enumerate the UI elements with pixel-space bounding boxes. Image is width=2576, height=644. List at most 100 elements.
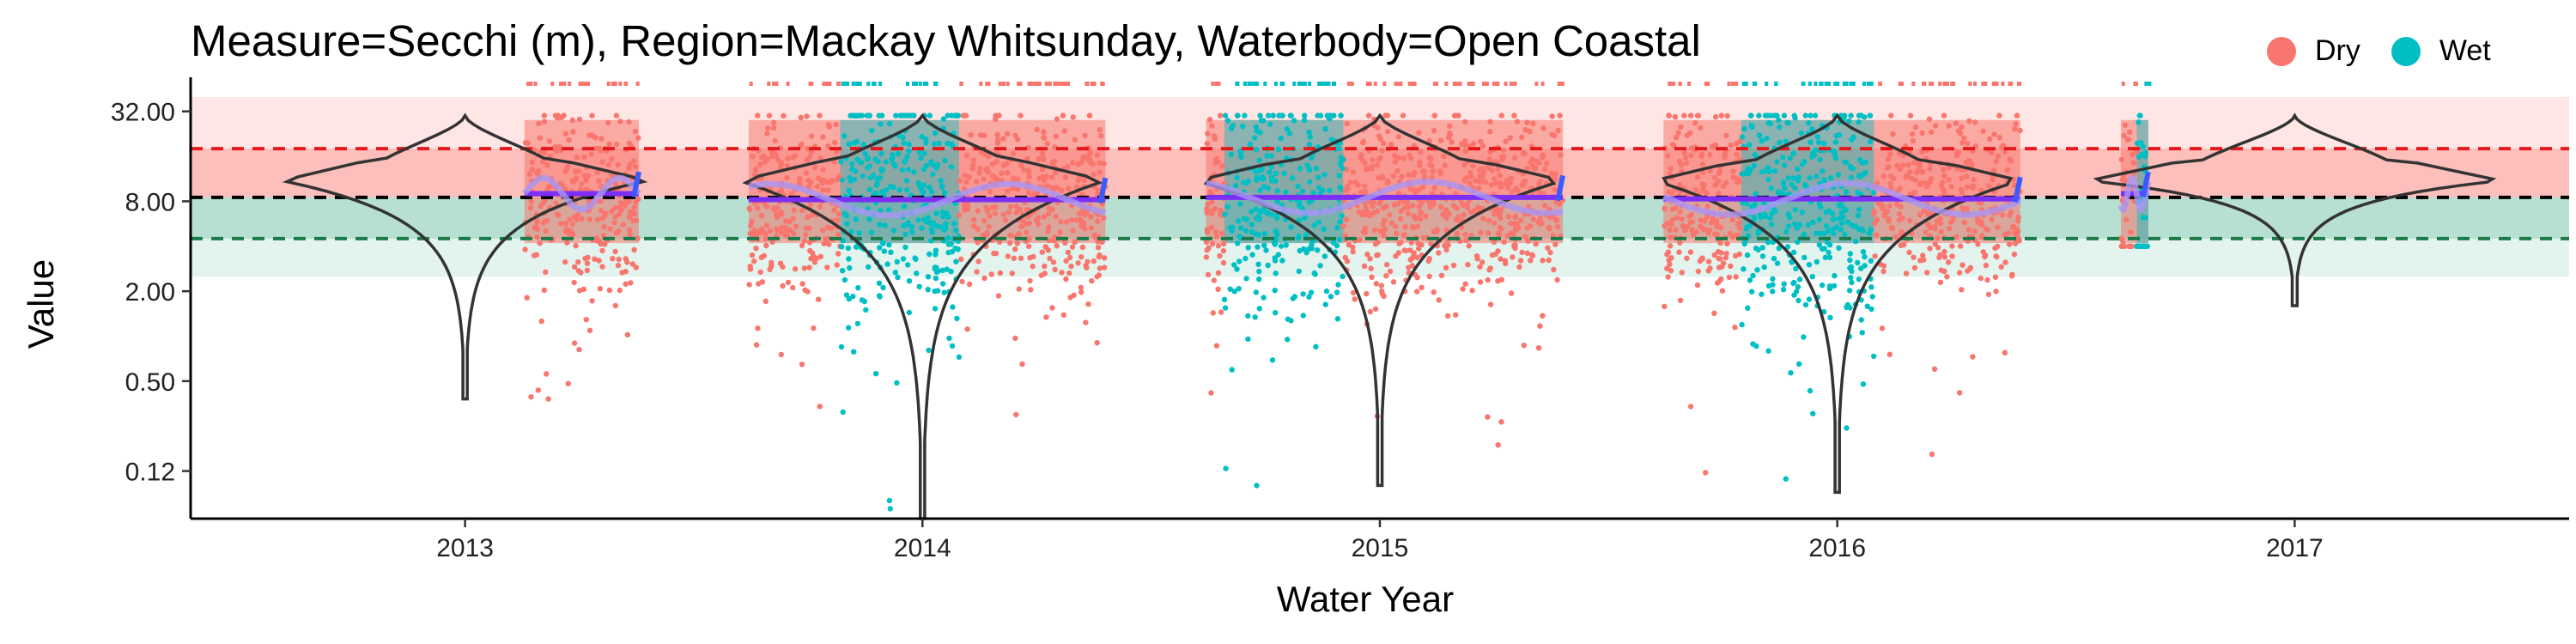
data-point [1083, 319, 1089, 325]
data-point [2000, 212, 2006, 218]
data-point [1236, 286, 1242, 292]
data-point [932, 130, 939, 137]
data-point [841, 133, 848, 139]
data-point [558, 221, 564, 227]
clipped-point [1540, 82, 1545, 86]
data-point [1204, 206, 1210, 212]
data-point [900, 256, 907, 262]
data-point [629, 261, 635, 267]
data-point [1060, 112, 1066, 118]
clipped-point [1866, 82, 1870, 86]
data-point [1041, 134, 1047, 141]
data-point [1533, 240, 1539, 247]
data-point [1677, 182, 1683, 188]
data-point [1046, 237, 1053, 244]
data-point [1917, 212, 1923, 218]
clipped-point [1319, 82, 1323, 86]
data-point [824, 264, 830, 270]
data-point [901, 222, 907, 228]
data-point [866, 186, 873, 193]
data-point [1662, 223, 1668, 229]
data-point [1011, 255, 1018, 261]
data-point [581, 173, 587, 179]
data-point [1438, 272, 1445, 278]
data-point [624, 259, 630, 265]
data-point [1309, 246, 1315, 252]
data-point [1749, 289, 1755, 295]
data-point [1263, 247, 1269, 253]
data-point [1428, 240, 1434, 247]
data-point [1285, 316, 1291, 322]
data-point [611, 220, 617, 226]
data-point [799, 207, 805, 214]
data-point [780, 264, 786, 270]
data-point [916, 149, 923, 155]
data-point [1761, 211, 1768, 217]
data-point [1814, 173, 1820, 179]
data-point [1806, 120, 1812, 126]
data-point [1205, 271, 1212, 278]
data-point [778, 209, 784, 215]
data-point [1416, 186, 1422, 193]
data-point [1367, 308, 1374, 315]
data-point [1887, 151, 1893, 157]
data-point [765, 125, 771, 131]
data-point [1321, 172, 1327, 178]
data-point [1459, 141, 1465, 147]
data-point [1495, 166, 1501, 173]
data-point [1427, 204, 1434, 210]
data-point [1222, 211, 1228, 217]
data-point [1785, 175, 1791, 181]
clipped-point [2135, 82, 2138, 86]
data-point [1360, 138, 1367, 145]
data-point [1243, 228, 1249, 234]
clipped-point [1557, 82, 1561, 86]
clipped-point [1774, 82, 1778, 86]
data-point [563, 226, 569, 232]
data-point [1462, 149, 1469, 155]
data-point [1217, 112, 1224, 118]
data-point [535, 226, 541, 232]
data-point [631, 210, 638, 216]
data-point [1443, 246, 1449, 253]
data-point [1436, 250, 1442, 256]
data-point [1667, 243, 1674, 249]
data-point [2127, 129, 2133, 136]
data-point [1279, 112, 1285, 118]
data-point [777, 165, 784, 171]
data-point [755, 325, 761, 331]
data-point [1021, 167, 1027, 173]
data-point [1970, 354, 1976, 360]
data-point [1313, 343, 1319, 349]
data-point [1475, 185, 1482, 191]
data-point [1291, 118, 1297, 124]
clipped-point [1819, 82, 1823, 86]
data-point [1027, 255, 1033, 261]
data-point [1411, 225, 1417, 231]
data-point [544, 217, 550, 224]
data-point [853, 112, 859, 119]
data-point [1497, 173, 1504, 179]
data-point [1351, 289, 1357, 296]
data-point [801, 265, 807, 271]
data-point [1781, 112, 1788, 118]
data-point [1017, 207, 1024, 213]
data-point [1228, 151, 1235, 158]
data-point [905, 220, 911, 226]
data-point [1874, 232, 1880, 238]
data-point [1682, 155, 1689, 161]
clipped-point [559, 82, 563, 86]
data-point [959, 278, 965, 285]
legend-label-wet: Wet [2439, 34, 2491, 67]
data-point [1229, 367, 1235, 373]
data-point [1273, 236, 1279, 242]
data-point [564, 240, 570, 246]
data-point [1946, 123, 1952, 129]
data-point [1419, 284, 1425, 290]
data-point [1254, 147, 1260, 153]
data-point [1775, 189, 1782, 195]
clipped-point [1263, 82, 1267, 86]
clipped-point [1938, 82, 1942, 86]
data-point [615, 262, 622, 269]
data-point [524, 295, 530, 301]
